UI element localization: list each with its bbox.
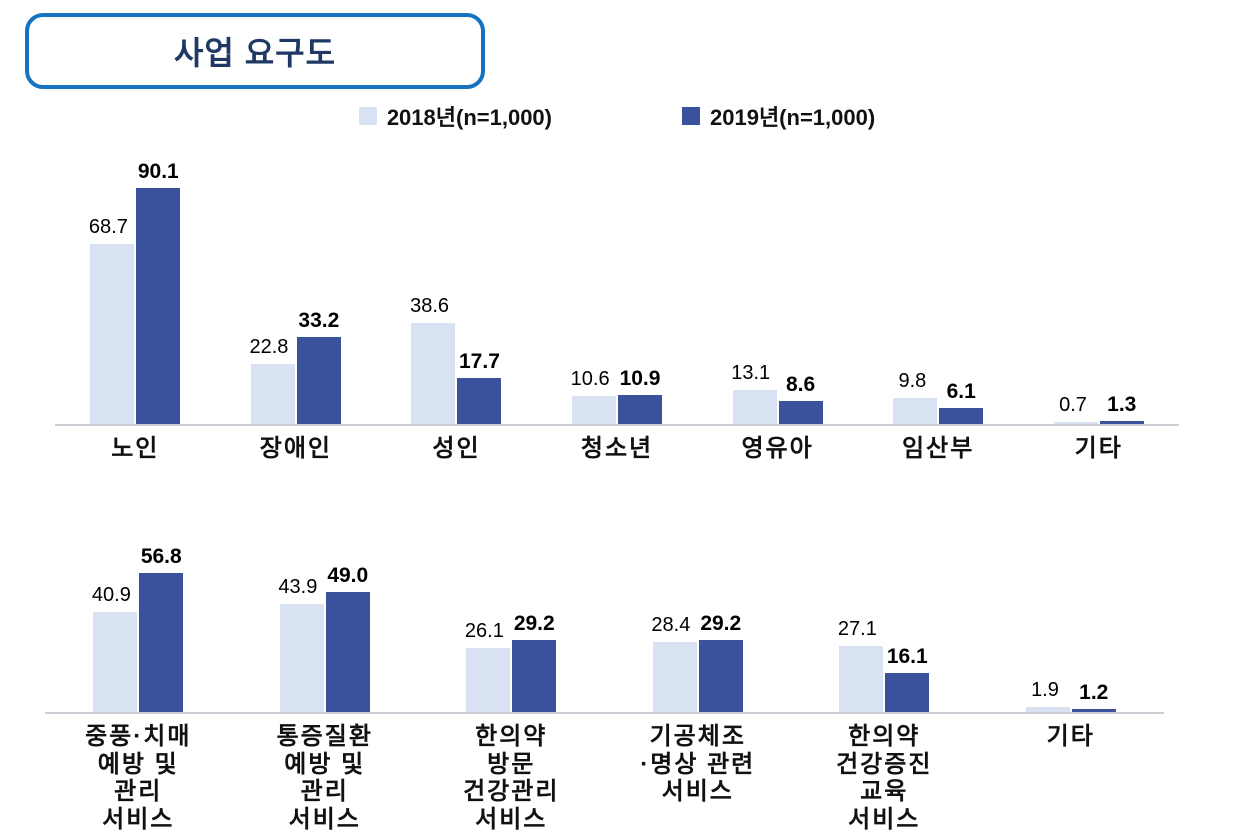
legend: 2018년(n=1,000) 2019년(n=1,000) [0, 100, 1234, 132]
category-label: 기타 [1046, 723, 1095, 750]
value-label-2018: 13.1 [731, 361, 771, 384]
category-label: 청소년 [580, 435, 654, 462]
legend-item-2018: 2018년(n=1,000) [358, 100, 552, 132]
category-label: 통증질환 예방 및 관리 서비스 [276, 723, 373, 833]
bar-2018: 27.1 [838, 618, 884, 712]
value-label-2018: 68.7 [88, 216, 128, 239]
bar-group: 22.8 33.2 [216, 138, 377, 424]
value-label-2018: 38.6 [410, 294, 450, 317]
page-title: 사업 요구도 [173, 35, 337, 71]
plot-area: 40.9 56.8 43.9 49.0 26.1 29.2 28.4 29.2 27.1 16.1… [45, 540, 1164, 714]
bar-2018: 26.1 [465, 620, 511, 712]
bar-group: 40.9 56.8 [45, 540, 232, 712]
value-label-2018: 40.9 [91, 583, 131, 606]
plot-area: 68.7 90.1 22.8 33.2 38.6 17.7 10.6 10.9 13.1 8.6 9… [55, 138, 1179, 426]
category-label: 노인 [111, 435, 160, 462]
bar-group: 13.1 8.6 [697, 138, 858, 424]
bar-group: 43.9 49.0 [232, 540, 419, 712]
value-label-2019: 29.2 [700, 612, 742, 636]
value-label-2018: 9.8 [898, 370, 927, 393]
value-label-2018: 43.9 [278, 576, 318, 599]
category-label: 한의약 방문 건강관리 서비스 [463, 723, 560, 833]
legend-swatch-2018-icon [358, 107, 377, 125]
value-label-2019: 90.1 [137, 159, 179, 183]
bar-2019: 6.1 [939, 380, 984, 424]
value-label-2018: 28.4 [651, 614, 691, 637]
value-label-2019: 49.0 [327, 563, 369, 587]
bar-group: 28.4 29.2 [605, 540, 792, 712]
age-group-bar-chart: 68.7 90.1 22.8 33.2 38.6 17.7 10.6 10.9 13.1 8.6 9… [55, 138, 1179, 463]
legend-swatch-2019-icon [682, 107, 700, 125]
bar-2019: 1.3 [1099, 393, 1144, 424]
bar-2019: 8.6 [778, 373, 823, 424]
value-label-2019: 29.2 [513, 612, 555, 636]
bar-2019: 1.2 [1071, 681, 1116, 712]
bar-2018: 38.6 [410, 295, 456, 424]
value-label-2019: 6.1 [946, 380, 976, 404]
bar-group: 26.1 29.2 [418, 540, 605, 712]
legend-label-2018: 2018년(n=1,000) [386, 105, 552, 130]
bar-2019: 17.7 [457, 350, 502, 424]
bar-2018: 10.6 [571, 368, 617, 424]
bar-group: 27.1 16.1 [791, 540, 978, 712]
category-label: 중풍·치매 예방 및 관리 서비스 [85, 723, 192, 833]
bar-2018: 1.9 [1025, 679, 1070, 712]
category-label: 임산부 [902, 435, 975, 462]
category-label: 기타 [1074, 435, 1123, 462]
bar-2019: 29.2 [512, 612, 557, 712]
bar-2019: 56.8 [139, 545, 184, 712]
bar-group: 9.8 6.1 [858, 138, 1019, 424]
bar-group: 0.7 1.3 [1018, 138, 1179, 424]
category-label: 한의약 건강증진 교육 서비스 [836, 723, 933, 833]
title-box: 사업 요구도 [25, 13, 485, 89]
legend-item-2019: 2019년(n=1,000) [682, 100, 875, 132]
value-label-2019: 8.6 [785, 373, 816, 397]
bar-2018: 28.4 [651, 614, 697, 712]
bar-2018: 13.1 [731, 362, 777, 424]
bar-2018: 40.9 [92, 584, 138, 712]
bar-2019: 29.2 [698, 612, 743, 712]
service-type-bar-chart: 40.9 56.8 43.9 49.0 26.1 29.2 28.4 29.2 27.1 16.1… [45, 540, 1164, 833]
value-label-2019: 17.7 [459, 349, 500, 373]
legend-label-2019: 2019년(n=1,000) [710, 105, 876, 130]
value-label-2019: 33.2 [298, 309, 340, 333]
bar-group: 38.6 17.7 [376, 138, 537, 424]
bar-2019: 10.9 [618, 367, 663, 424]
bar-2019: 49.0 [325, 564, 370, 712]
value-label-2019: 56.8 [140, 544, 182, 568]
value-label-2018: 0.7 [1059, 394, 1087, 416]
category-label: 성인 [432, 435, 481, 462]
category-axis: 노인 장애인 성인 청소년 영유아 임산부 기타 [55, 435, 1179, 463]
bar-2019: 33.2 [296, 309, 341, 424]
bar-2018: 43.9 [278, 576, 324, 712]
category-label: 장애인 [259, 435, 332, 462]
bar-group: 1.9 1.2 [978, 540, 1165, 712]
bar-2018: 9.8 [893, 370, 938, 424]
bar-2019: 16.1 [885, 645, 930, 712]
value-label-2018: 10.6 [570, 368, 610, 391]
value-label-2019: 1.3 [1107, 392, 1137, 416]
bar-group: 68.7 90.1 [55, 138, 216, 424]
category-label: 기공체조 ·명상 관련 서비스 [640, 723, 756, 806]
value-label-2018: 27.1 [837, 617, 877, 640]
bar-2018: 0.7 [1053, 394, 1098, 424]
bar-group: 10.6 10.9 [537, 138, 698, 424]
category-axis: 중풍·치매 예방 및 관리 서비스 통증질환 예방 및 관리 서비스 한의약 방문 … [45, 723, 1164, 833]
bar-2018: 68.7 [89, 216, 135, 424]
value-label-2018: 1.9 [1031, 679, 1059, 702]
value-label-2019: 10.9 [619, 367, 661, 391]
value-label-2019: 16.1 [886, 644, 928, 668]
bar-2018: 22.8 [249, 336, 295, 424]
value-label-2018: 26.1 [464, 620, 504, 643]
value-label-2019: 1.2 [1079, 681, 1109, 705]
bar-2019: 90.1 [136, 160, 181, 424]
category-label: 영유아 [741, 435, 814, 462]
value-label-2018: 22.8 [249, 336, 289, 359]
